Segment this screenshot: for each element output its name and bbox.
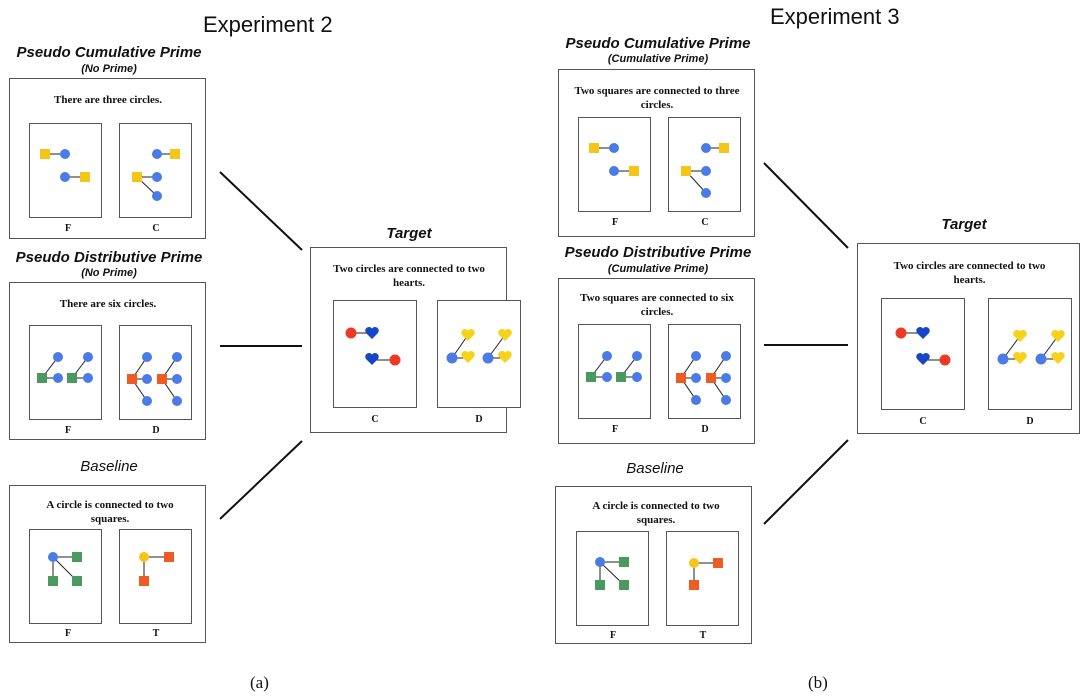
picture-card-c — [119, 123, 192, 218]
card-picture — [895, 327, 951, 366]
card-picture — [345, 327, 401, 366]
card-label-f: F — [64, 628, 72, 639]
exp2-cumulative-prime-panel: There are three circles. F C — [9, 78, 206, 239]
exp2-cumulative-prime-subtitle: (No Prime) — [81, 63, 137, 75]
exp2-target-title: Target — [386, 225, 432, 242]
card-picture — [689, 558, 723, 590]
experiment-3-title: Experiment 3 — [770, 4, 900, 29]
picture-card-c — [333, 300, 417, 408]
panel-sentence: Two squares are connected to three circl… — [574, 85, 740, 111]
panel-sentence: There are three circles. — [54, 94, 162, 106]
exp3-baseline-panel: A circle is connected to two squares. F … — [555, 486, 752, 644]
card-label-f: F — [609, 630, 617, 641]
exp2-baseline-panel: A circle is connected to two squares. F … — [9, 485, 206, 643]
card-picture — [446, 329, 512, 364]
exp2-target-panel: Two circles are connected to two hearts.… — [310, 247, 521, 433]
exp3-cumulative-prime-subtitle: (Cumulative Prime) — [607, 53, 709, 65]
exp2-baseline-connector — [219, 440, 303, 520]
exp3-distributive-prime-title: Pseudo Distributive Prime — [564, 244, 752, 261]
card-label-d: D — [1026, 416, 1034, 427]
picture-card-d — [119, 325, 192, 420]
card-label-t: T — [699, 630, 707, 641]
exp2-baseline-title: Baseline — [80, 458, 138, 475]
exp3-cumulative-prime-title: Pseudo Cumulative Prime — [565, 35, 751, 52]
caption-b: (b) — [808, 673, 828, 692]
exp3-cumulative-prime-panel: Two squares are connected to three circl… — [558, 69, 755, 237]
exp3-distributive-prime-subtitle: (Cumulative Prime) — [607, 263, 709, 275]
picture-card-d — [437, 300, 521, 408]
exp2-distributive-prime-panel: There are six circles. F D — [9, 282, 206, 440]
panel-sentence: Two circles are connected to two hearts. — [333, 263, 485, 289]
picture-card-f — [578, 117, 651, 212]
exp3-distributive-prime-panel: Two squares are connected to six circles… — [558, 278, 755, 444]
exp3-target-title: Target — [941, 216, 987, 233]
card-label-d: D — [475, 414, 483, 425]
exp2-distributive-prime-subtitle: (No Prime) — [81, 267, 137, 279]
card-label-t: T — [152, 628, 160, 639]
picture-card-d — [668, 324, 741, 419]
picture-card-f — [578, 324, 651, 419]
exp2-distributive-prime-title: Pseudo Distributive Prime — [15, 249, 203, 266]
card-label-f: F — [611, 217, 619, 228]
picture-card-c — [881, 298, 965, 410]
exp2-cumulative-connector — [219, 171, 303, 251]
panel-sentence: Two squares are connected to six circles… — [580, 292, 734, 318]
card-picture — [40, 149, 90, 182]
panel-sentence: There are six circles. — [59, 298, 157, 310]
exp3-baseline-title: Baseline — [626, 460, 684, 477]
exp3-cumulative-connector — [763, 162, 849, 249]
picture-card-f — [29, 529, 102, 624]
card-label-f: F — [611, 424, 619, 435]
card-label-d: D — [152, 425, 160, 436]
card-picture — [681, 143, 729, 198]
caption-a: (a) — [250, 673, 269, 692]
picture-card-f — [576, 531, 649, 626]
picture-card-d — [988, 298, 1072, 410]
card-label-f: F — [64, 425, 72, 436]
picture-card-t — [666, 531, 739, 626]
picture-card-c — [668, 117, 741, 212]
card-picture — [139, 552, 174, 586]
card-label-f: F — [64, 223, 72, 234]
card-picture — [127, 352, 182, 406]
panel-sentence: A circle is connected to two squares. — [592, 500, 720, 526]
picture-card-f — [29, 123, 102, 218]
card-picture — [586, 351, 642, 382]
card-label-c: C — [701, 217, 709, 228]
card-picture — [48, 552, 82, 586]
exp3-target-panel: Two circles are connected to two hearts.… — [857, 243, 1080, 434]
card-label-c: C — [152, 223, 160, 234]
card-picture — [676, 351, 731, 405]
experiment-2-title: Experiment 2 — [203, 12, 333, 37]
card-picture — [589, 143, 639, 176]
exp3-baseline-connector — [763, 439, 849, 525]
card-picture — [132, 149, 180, 201]
picture-card-f — [29, 325, 102, 420]
picture-card-t — [119, 529, 192, 624]
card-label-c: C — [371, 414, 379, 425]
exp2-cumulative-prime-title: Pseudo Cumulative Prime — [16, 44, 202, 61]
card-label-d: D — [701, 424, 709, 435]
card-picture — [595, 557, 629, 590]
panel-sentence: A circle is connected to two squares. — [46, 499, 174, 525]
card-label-c: C — [919, 416, 927, 427]
panel-sentence: Two circles are connected to two hearts. — [893, 260, 1046, 286]
card-picture — [997, 330, 1065, 365]
card-picture — [37, 352, 93, 383]
